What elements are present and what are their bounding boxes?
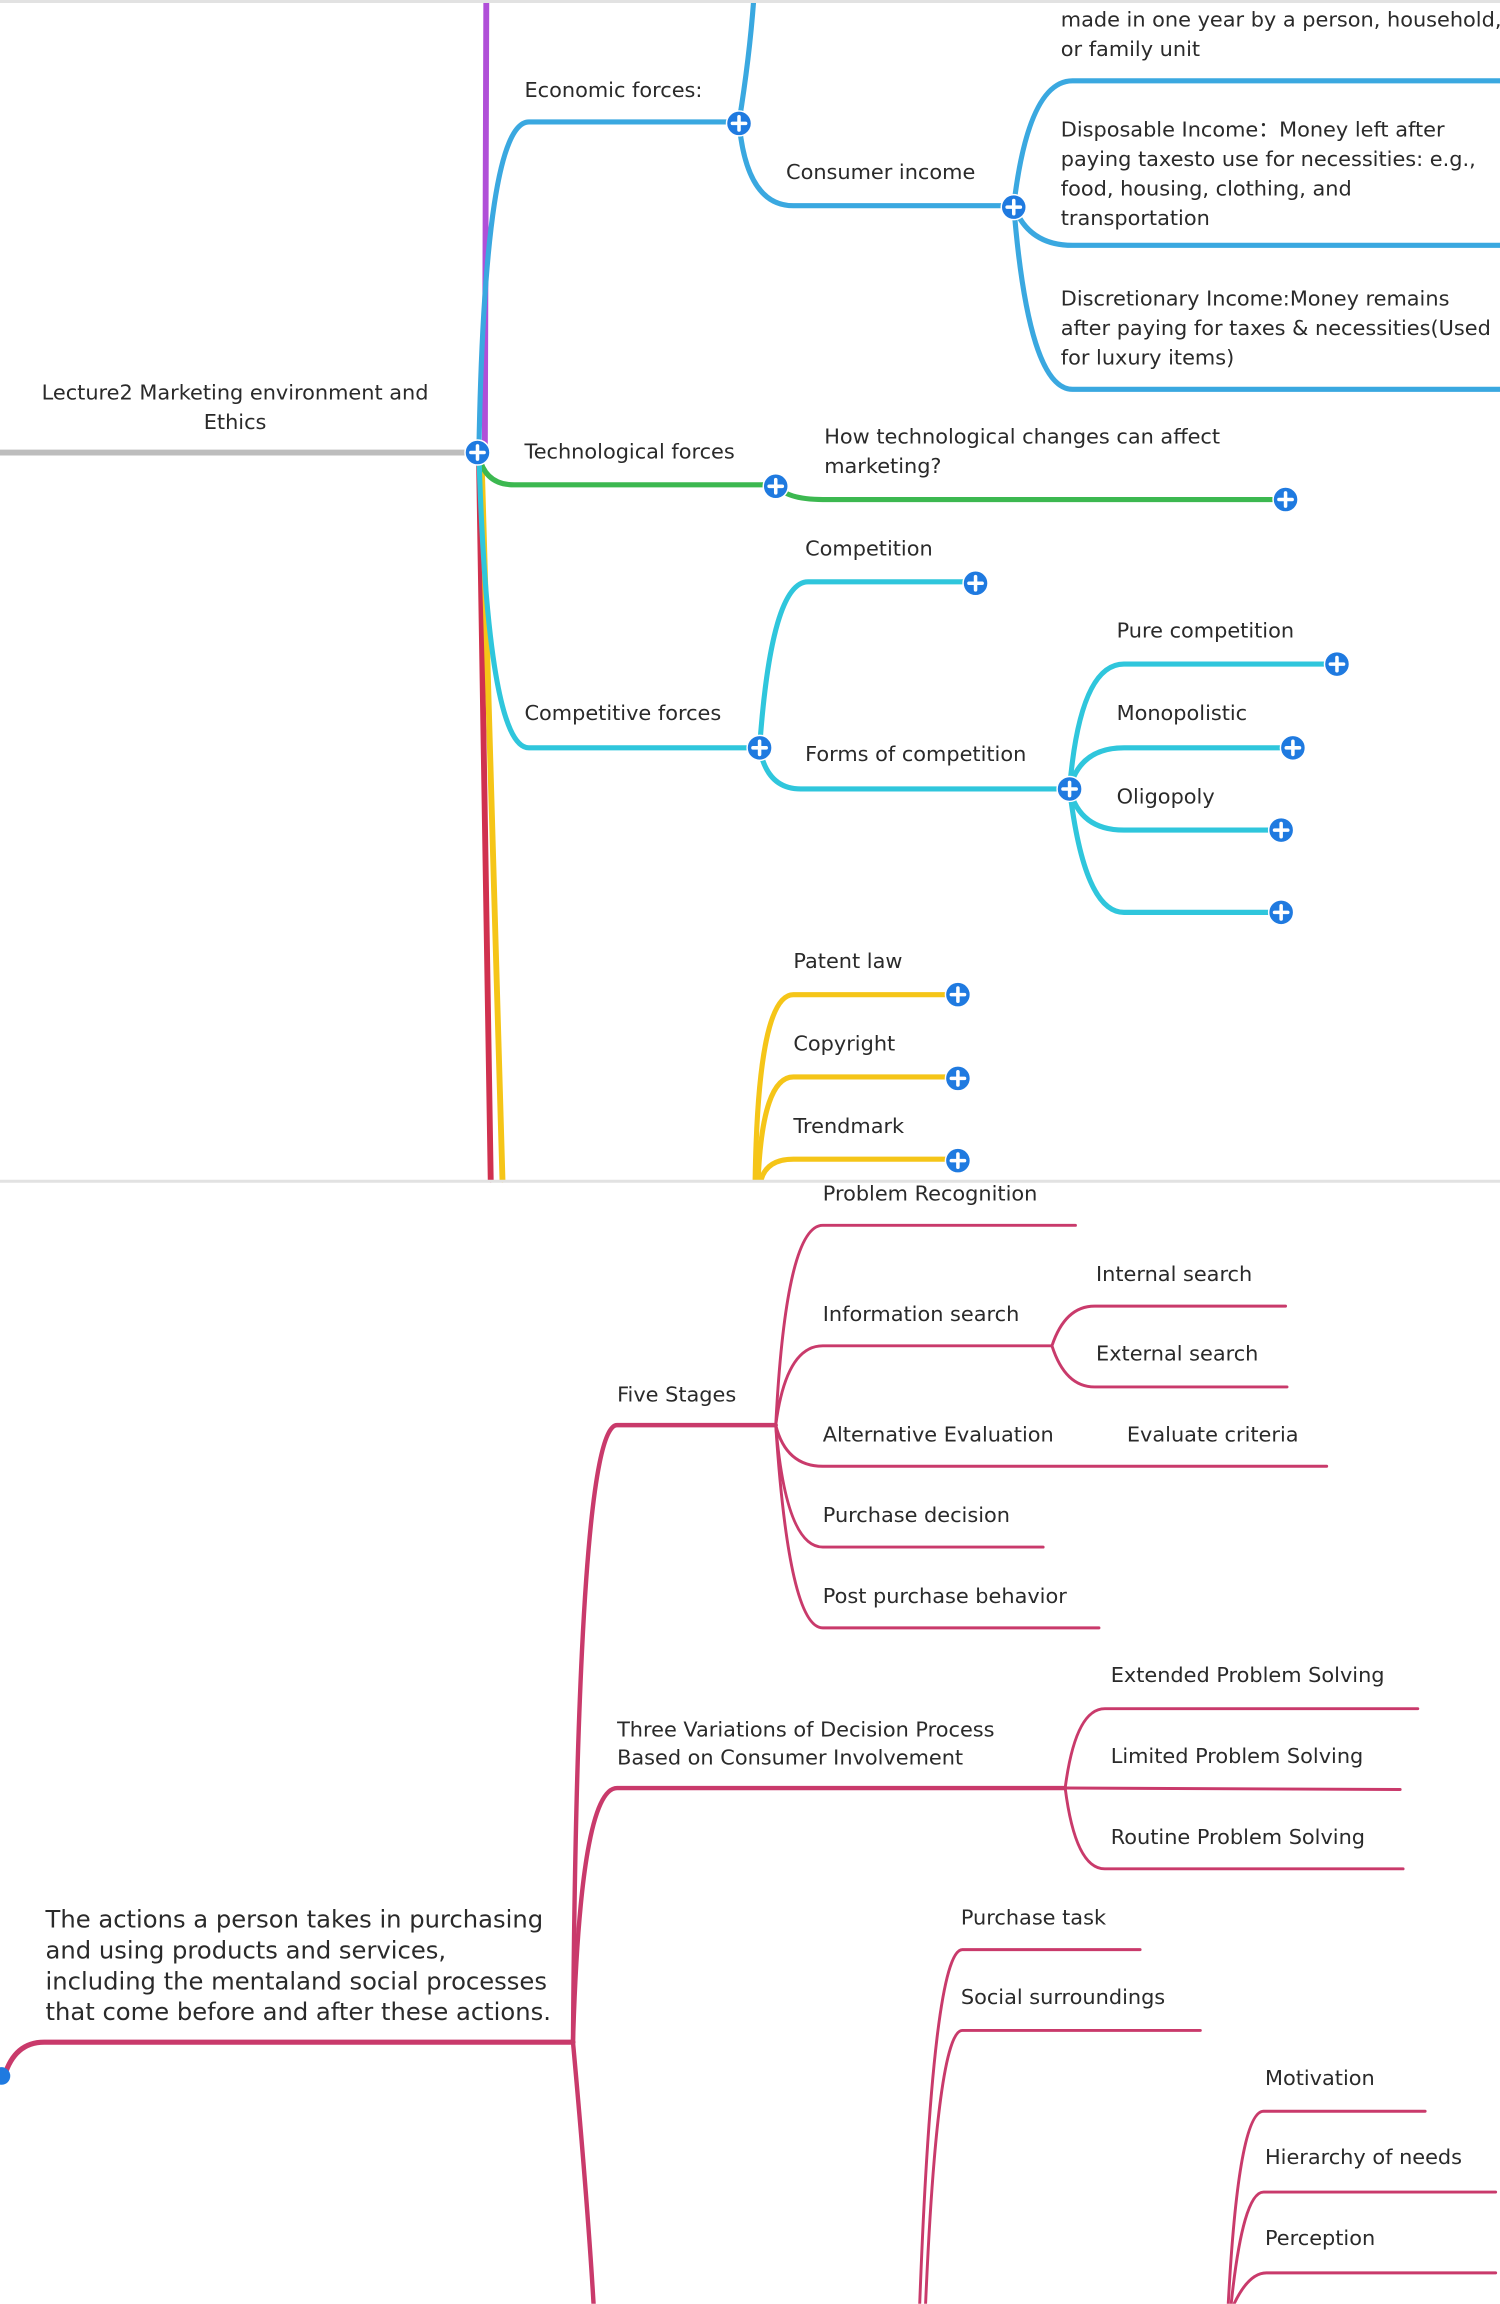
expand-plus-icon[interactable] [1272,486,1299,513]
expand-plus-icon[interactable] [464,439,491,466]
expand-plus-icon[interactable] [944,981,972,1008]
topic-hierarchy-of-needs[interactable]: Hierarchy of needs [1264,2146,1463,2171]
topic-gross-income[interactable]: made in one year by a person, household,… [1060,8,1500,62]
topic-motivation[interactable]: Motivation [1264,2067,1375,2091]
topic-competition[interactable]: Competition [805,537,933,562]
expand-plus-icon[interactable] [1323,650,1351,678]
topic-limited-problem-solving[interactable]: Limited Problem Solving [1110,1745,1364,1769]
topic-social-surroundings[interactable]: Social surroundings [960,1986,1166,2010]
topic-discretionary-income[interactable]: Discretionary Income:Money remains after… [1060,287,1491,371]
regulatory-lines [752,992,961,1183]
topic-routine-problem-solving[interactable]: Routine Problem Solving [1110,1826,1366,1850]
topic-monopolistic[interactable]: Monopolistic [1116,702,1248,726]
topic-pure-competition[interactable]: Pure competition [1116,620,1295,644]
expand-plus-icon[interactable] [1267,816,1295,844]
topic-tech-question[interactable]: How technological changes can affect mar… [824,426,1221,479]
topic-competitive-forces[interactable]: Competitive forces [524,702,722,726]
topic-consumer-income[interactable]: Consumer income [786,161,976,186]
expand-plus-icon[interactable] [1279,734,1307,762]
topic-copyright[interactable]: Copyright [793,1032,896,1057]
topic-information-search[interactable]: Information search [822,1303,1020,1327]
topic-problem-recognition[interactable]: Problem Recognition [822,1182,1038,1207]
expand-plus-icon[interactable] [725,110,753,137]
topic-disposable-income[interactable]: Disposable Income：Money left after payin… [1060,119,1476,231]
topic-five-stages[interactable]: Five Stages [617,1383,737,1408]
topic-economic-forces[interactable]: Economic forces: [524,79,703,103]
topic-post-purchase-behavior[interactable]: Post purchase behavior [822,1585,1067,1609]
topic-technological-forces[interactable]: Technological forces [524,440,735,465]
red-branch [476,452,494,1183]
topic-consumer-behavior-definition[interactable]: The actions a person takes in purchasing… [45,1905,551,2027]
topic-perception[interactable]: Perception [1264,2227,1376,2251]
topic-forms-of-competition[interactable]: Forms of competition [805,743,1027,767]
root-node-dot[interactable] [0,2067,11,2085]
expand-plus-icon[interactable] [762,473,789,500]
topic-alternative-evaluation[interactable]: Alternative Evaluation [822,1423,1054,1448]
topic-variations-line1[interactable]: Three Variations of Decision Process [617,1718,995,1743]
topic-trendmark[interactable]: Trendmark [793,1115,905,1139]
topic-patent-law[interactable]: Patent law [793,950,903,975]
expand-plus-icon[interactable] [944,1147,972,1174]
topic-extended-problem-solving[interactable]: Extended Problem Solving [1110,1664,1385,1689]
purple-branch [481,0,490,456]
expand-plus-icon[interactable] [944,1065,972,1092]
root-topic[interactable]: Lecture2 Marketing environment and Ethic… [41,381,429,435]
topic-oligopoly[interactable]: Oligopoly [1116,786,1215,810]
topic-external-search[interactable]: External search [1096,1342,1259,1367]
topic-purchase-decision[interactable]: Purchase decision [822,1504,1010,1528]
consumer-behavior-lines [1,1223,1498,2304]
competitive-lines [476,452,1340,915]
expand-plus-icon[interactable] [1056,775,1083,803]
expand-plus-icon[interactable] [962,570,989,597]
expand-plus-icon[interactable] [1000,193,1027,221]
expand-plus-icon[interactable] [746,734,773,762]
topic-internal-search[interactable]: Internal search [1096,1263,1253,1288]
topic-evaluate-criteria[interactable]: Evaluate criteria [1126,1423,1299,1448]
topic-variations-line2[interactable]: Based on Consumer Involvement [617,1746,964,1771]
expand-plus-icon[interactable] [1267,899,1295,926]
topic-purchase-task[interactable]: Purchase task [960,1907,1107,1931]
economic-lines [476,0,1500,451]
